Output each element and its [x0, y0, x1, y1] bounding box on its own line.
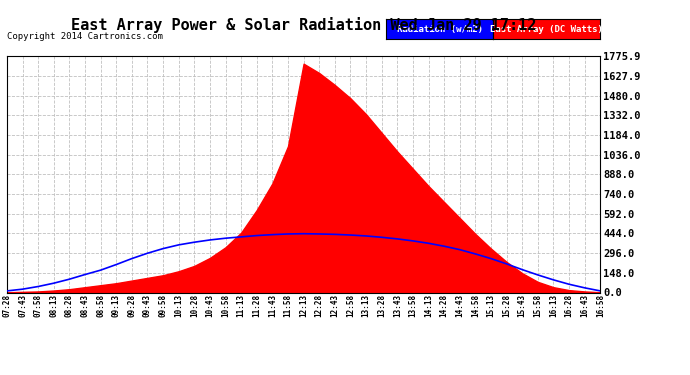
Text: East Array Power & Solar Radiation Wed Jan 29 17:12: East Array Power & Solar Radiation Wed J… [71, 17, 536, 33]
Text: Copyright 2014 Cartronics.com: Copyright 2014 Cartronics.com [7, 32, 163, 41]
Text: Radiation (w/m2): Radiation (w/m2) [397, 25, 483, 34]
Text: East Array (DC Watts): East Array (DC Watts) [491, 25, 603, 34]
